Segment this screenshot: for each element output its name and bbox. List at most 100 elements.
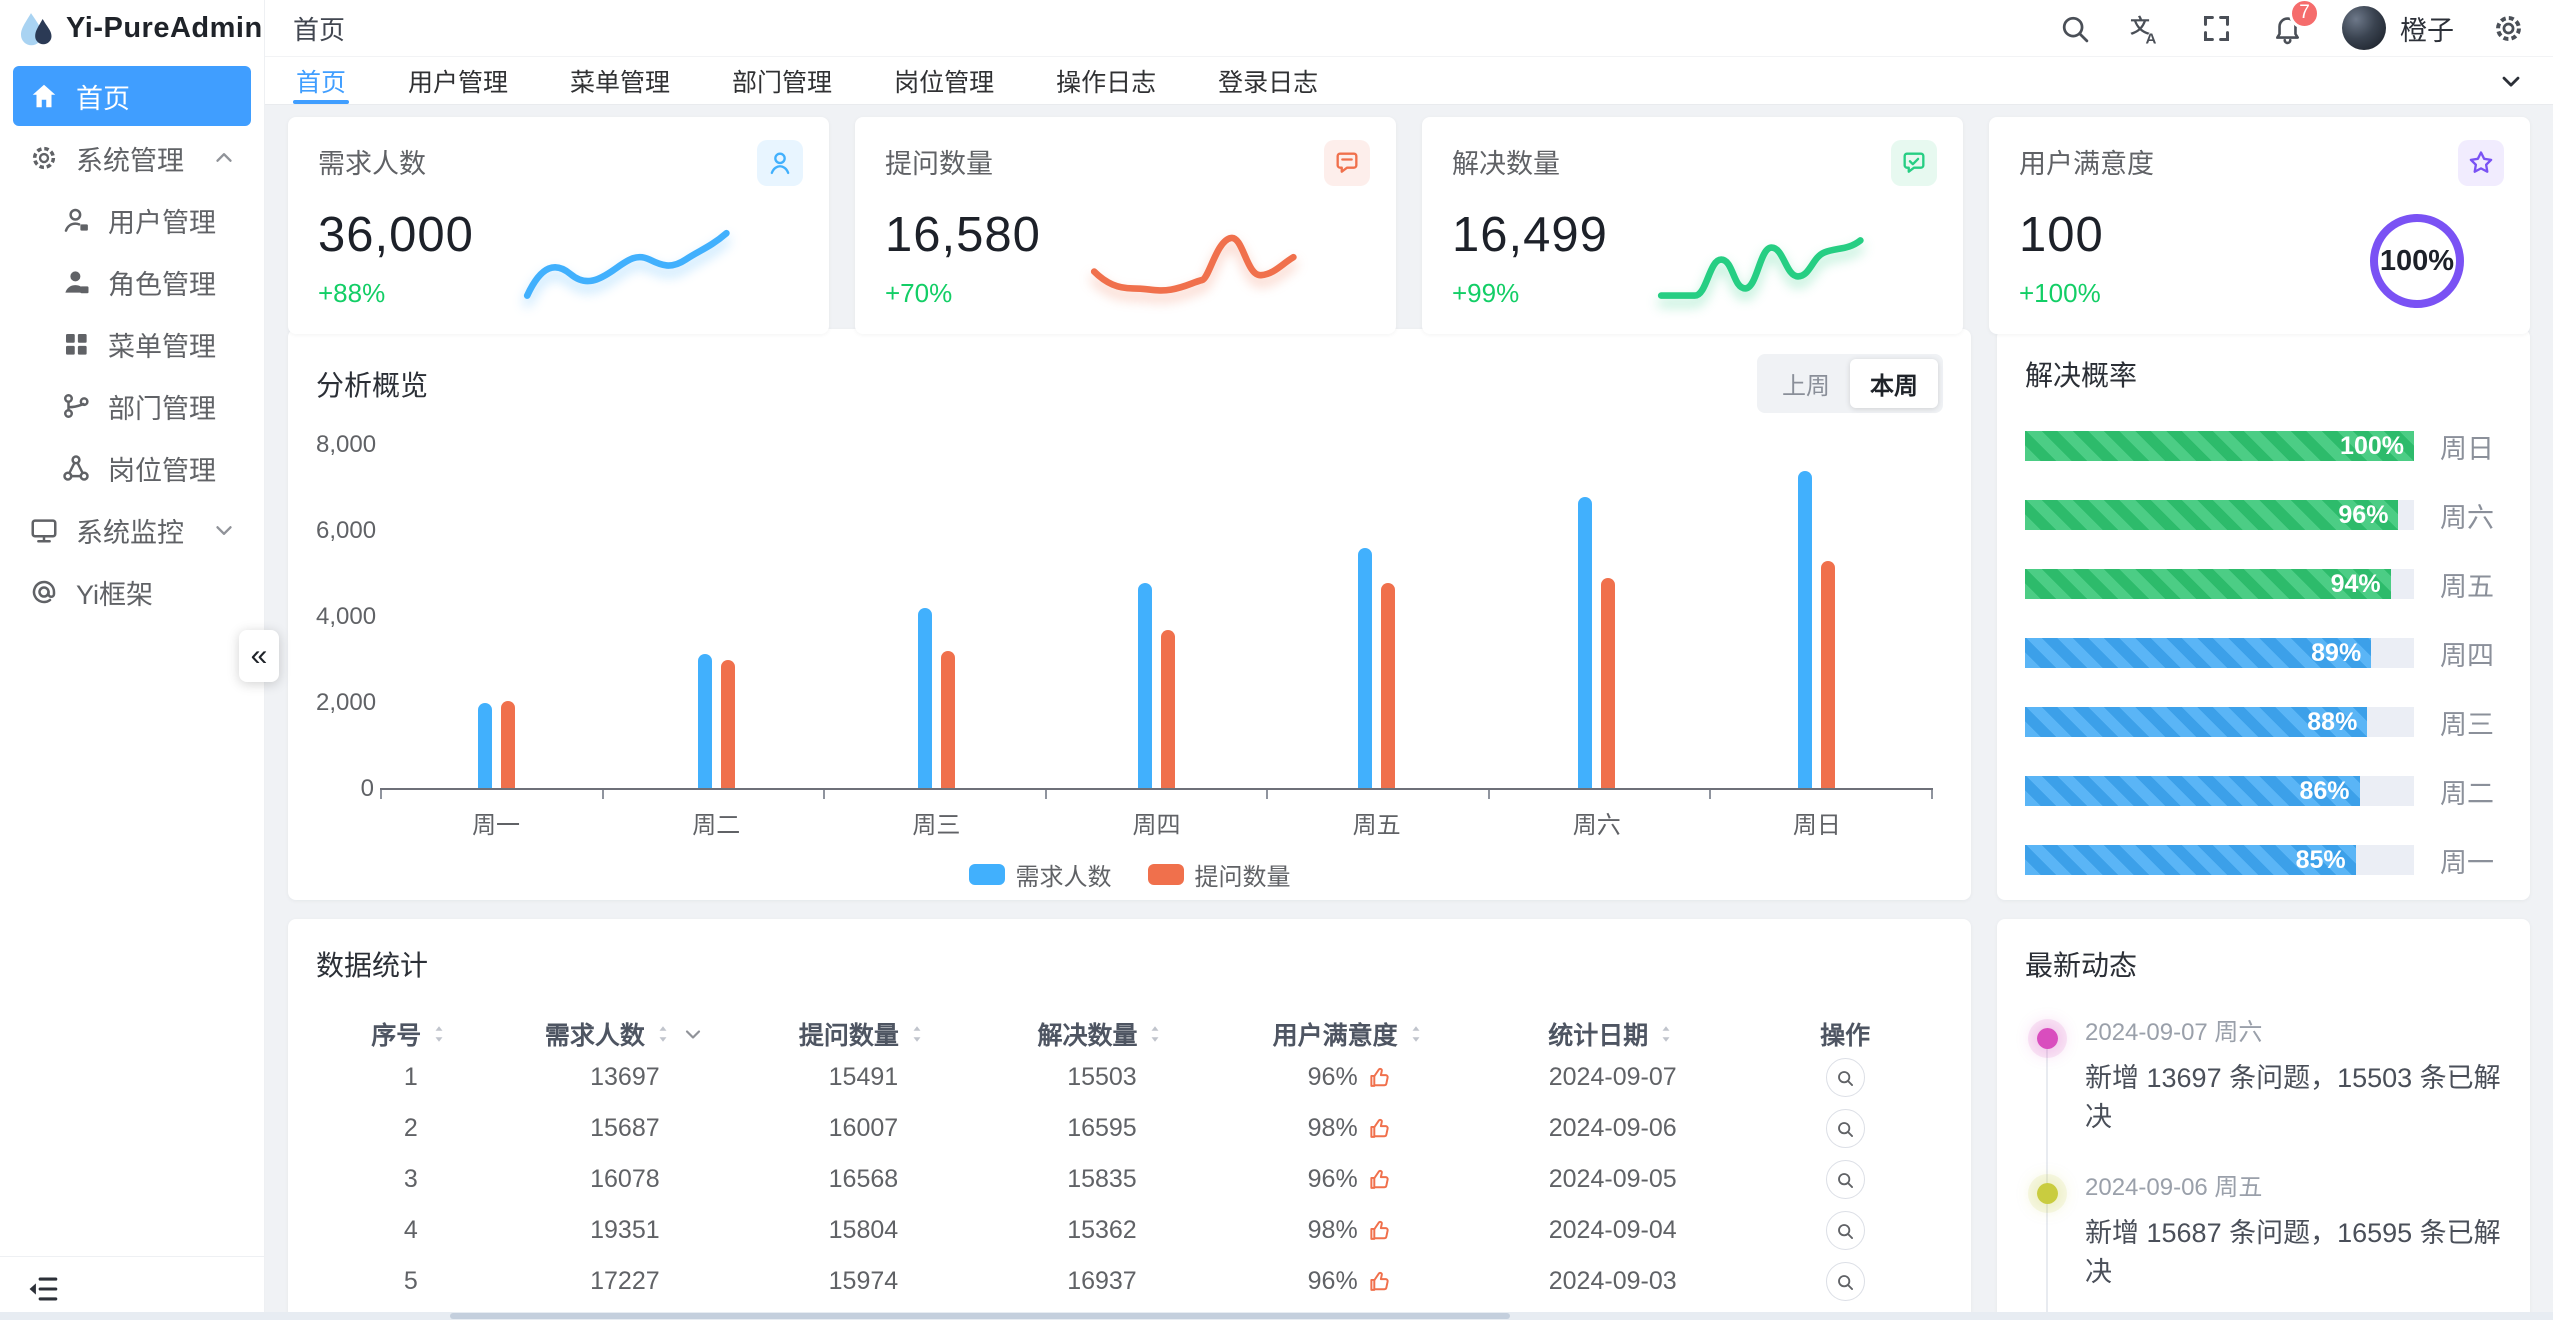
statistics-table: 序号 需求人数 提问数量 解决数量 用户满意度 统计日期 操作 1 13697 15491 155… [316,1016,1943,1320]
bar [697,653,712,789]
table-cell: 13697 [590,1063,660,1091]
search-icon[interactable] [2058,12,2091,45]
sparkline [1090,234,1297,294]
collapse-sidebar-icon[interactable] [26,1272,60,1306]
progress-percent: 89% [2311,638,2362,667]
progress-fill: 96% [2025,500,2399,530]
satisfaction-value: 96% [1307,1063,1358,1091]
bar [1137,582,1152,789]
toggle-this-week[interactable]: 本周 [1850,359,1938,408]
thumb-up-icon [1367,1167,1392,1192]
column-header-4[interactable]: 解决数量 [983,1016,1222,1052]
progress-track: 100% [2025,431,2414,461]
progress-day-label: 周六 [2440,502,2494,533]
tab-overflow-chevron-icon[interactable] [2497,57,2525,104]
x-axis-ticks [380,790,1933,799]
svg-text:A: A [2146,30,2157,44]
breadcrumb: 首页 [293,14,346,45]
row-view-button[interactable] [1825,1211,1865,1250]
tab-5[interactable]: 岗位管理 [894,68,995,97]
table-cell: 15804 [828,1216,899,1244]
settings-gear-icon[interactable] [2492,12,2525,45]
tab-7[interactable]: 登录日志 [1218,68,1319,97]
progress-fill: 85% [2025,845,2356,875]
bar-group-周日 [1707,445,1927,789]
table-row: 1 13697 15491 15503 96% 2024-09-07 [316,1052,1943,1103]
check-message-icon [1900,149,1928,177]
column-header-3[interactable]: 提问数量 [744,1016,983,1052]
stat-card-icon-box [1891,140,1937,186]
sidebar-item-system-management[interactable]: 系统管理 [13,128,251,188]
tab-1[interactable]: 首页 [293,57,350,104]
sidebar-item-post-management[interactable]: 岗位管理 [13,438,251,498]
bar-group-周四 [1046,445,1266,789]
bar [1160,629,1175,789]
progress-track: 86% [2025,776,2414,806]
bar [500,700,515,789]
sidebar-item-label: Yi框架 [76,579,154,610]
chevron-up-icon [211,145,237,171]
satisfaction-value: 98% [1307,1114,1358,1142]
timeline-item: 2024-09-07 周六 新增 13697 条问题，15503 条已解决 [2037,1012,2502,1134]
horizontal-scrollbar-thumb[interactable] [450,1313,1510,1319]
magnifier-icon [1835,1221,1855,1241]
sidebar-collapse-fab[interactable]: « [239,630,279,682]
filter-chevron-icon[interactable] [681,1022,705,1046]
progress-percent: 94% [2330,569,2381,598]
sidebar-item-label: 菜单管理 [108,331,216,362]
sidebar-item-yi-framework[interactable]: Yi框架 [13,562,251,622]
date-cell: 2024-09-04 [1548,1216,1677,1244]
stat-card-icon-box [1324,140,1370,186]
y-axis-label: 8,000 [316,431,377,458]
sidebar-item-home[interactable]: 首页 [13,66,251,126]
sidebar-item-role-management[interactable]: 角色管理 [13,252,251,312]
tab-3[interactable]: 菜单管理 [570,68,671,97]
tab-2[interactable]: 用户管理 [408,68,509,97]
column-header-7: 操作 [1747,1016,1943,1052]
magnifier-icon [1835,1272,1855,1292]
notification-bell-icon[interactable]: 7 [2271,0,2320,45]
x-axis-label: 周二 [692,812,741,839]
table-cell: 16568 [828,1165,899,1193]
tab-6[interactable]: 操作日志 [1056,68,1157,97]
user-menu[interactable]: 橙子 [2342,6,2454,50]
stat-card-delta: +100% [2019,278,2101,308]
username: 橙子 [2400,15,2454,46]
progress-day-label: 周日 [2440,433,2494,464]
latest-news-card: 最新动态 2024-09-07 周六 新增 13697 条问题，15503 条已解… [1997,919,2530,1320]
fullscreen-icon[interactable] [2200,12,2233,45]
legend-item-提问数量[interactable]: 提问数量 [1147,857,1291,892]
table-row: 4 19351 15804 15362 98% 2024-09-04 [316,1205,1943,1256]
sidebar-item-label: 系统管理 [76,145,184,176]
timeline-date: 2024-09-06 周五 [2085,1174,2263,1201]
row-view-button[interactable] [1825,1058,1865,1097]
stat-card-delta: +88% [318,278,386,308]
x-axis-label: 周日 [1792,812,1841,839]
legend-item-需求人数[interactable]: 需求人数 [968,857,1112,892]
x-axis-label: 周四 [1132,812,1181,839]
bar [1358,548,1373,789]
progress-day-label: 周五 [2440,571,2494,602]
column-header-2[interactable]: 需求人数 [506,1016,745,1052]
bar [720,660,735,789]
tab-4[interactable]: 部门管理 [732,68,833,97]
bar-group-周三 [826,445,1046,789]
toggle-last-week[interactable]: 上周 [1782,373,1830,400]
sidebar-item-label: 用户管理 [108,207,216,238]
sidebar-item-user-management[interactable]: 用户管理 [13,190,251,250]
row-view-button[interactable] [1825,1262,1865,1301]
bar [1821,561,1836,789]
star-icon [2467,149,2495,177]
sidebar-item-system-monitor[interactable]: 系统监控 [13,500,251,560]
app-title: Yi-PureAdmin [66,12,263,44]
column-header-6[interactable]: 统计日期 [1478,1016,1747,1052]
row-view-button[interactable] [1825,1109,1865,1148]
progress-track: 89% [2025,638,2414,668]
column-header-1[interactable]: 序号 [316,1016,506,1052]
satisfaction-cell: 98% [1221,1114,1478,1143]
row-view-button[interactable] [1825,1160,1865,1199]
sidebar-item-menu-management[interactable]: 菜单管理 [13,314,251,374]
sidebar-item-department-management[interactable]: 部门管理 [13,376,251,436]
column-header-5[interactable]: 用户满意度 [1221,1016,1478,1052]
